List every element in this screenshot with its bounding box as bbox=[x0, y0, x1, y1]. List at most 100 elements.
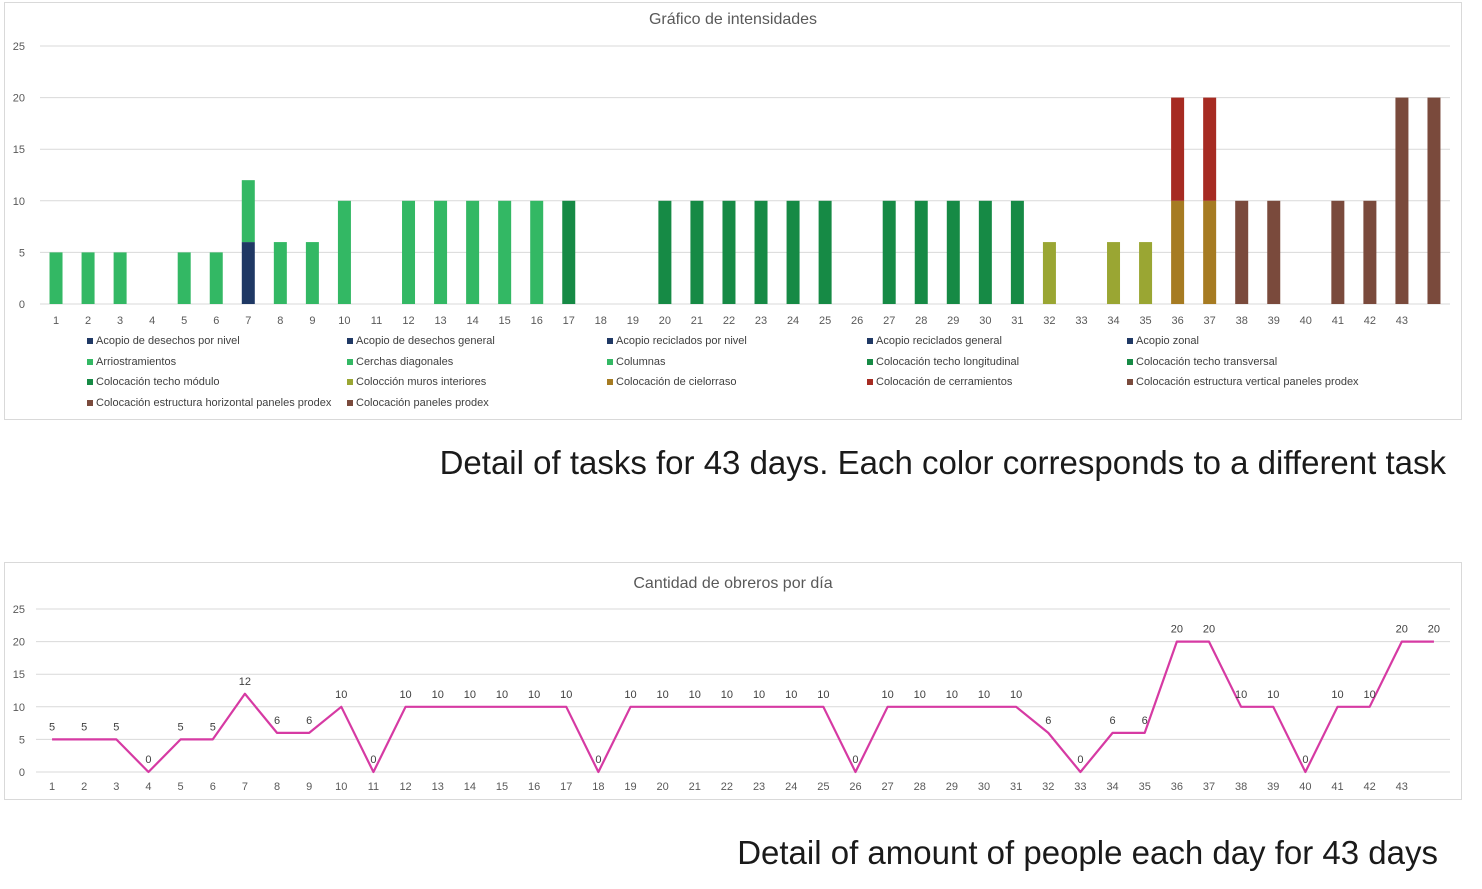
data-label: 10 bbox=[560, 689, 572, 701]
data-label: 10 bbox=[464, 689, 476, 701]
bar-segment bbox=[49, 252, 63, 304]
x-tick-label: 10 bbox=[338, 315, 350, 327]
x-tick-label: 31 bbox=[1010, 781, 1022, 793]
x-tick-label: 35 bbox=[1139, 781, 1151, 793]
y-tick-label: 10 bbox=[13, 702, 25, 714]
bar-segment bbox=[914, 200, 928, 304]
legend-label: Colocación techo transversal bbox=[1136, 355, 1278, 368]
x-tick-label: 25 bbox=[819, 315, 831, 327]
x-tick-label: 6 bbox=[210, 781, 216, 793]
y-tick-label: 15 bbox=[13, 144, 25, 156]
x-tick-label: 41 bbox=[1332, 315, 1344, 327]
data-label: 12 bbox=[239, 676, 251, 688]
legend-item: Acopio reciclados por nivel bbox=[607, 335, 747, 347]
legend-swatch bbox=[867, 358, 873, 365]
legend-item: Acopio de desechos por nivel bbox=[87, 335, 240, 347]
x-tick-label: 5 bbox=[178, 781, 184, 793]
bar-segment bbox=[1010, 200, 1024, 304]
bar-segment bbox=[946, 200, 960, 304]
x-tick-label: 4 bbox=[149, 315, 155, 327]
data-label: 0 bbox=[1302, 754, 1308, 766]
x-tick-label: 18 bbox=[592, 781, 604, 793]
bar-segment bbox=[402, 200, 416, 304]
x-tick-label: 1 bbox=[49, 781, 55, 793]
data-label: 10 bbox=[689, 689, 701, 701]
legend-swatch bbox=[867, 379, 873, 385]
legend-item: Colocación techo módulo bbox=[87, 376, 220, 388]
legend-swatch bbox=[87, 379, 93, 385]
x-tick-label: 20 bbox=[657, 781, 669, 793]
x-tick-label: 29 bbox=[947, 315, 959, 327]
data-label: 20 bbox=[1428, 624, 1440, 636]
x-tick-label: 11 bbox=[368, 781, 379, 793]
x-tick-label: 21 bbox=[691, 315, 703, 327]
legend-label: Cerchas diagonales bbox=[356, 355, 454, 368]
data-label: 20 bbox=[1396, 624, 1408, 636]
legend-item: Columnas bbox=[607, 356, 666, 368]
x-tick-label: 42 bbox=[1364, 315, 1376, 327]
data-label: 10 bbox=[657, 689, 669, 701]
legend-label: Colocación techo longitudinal bbox=[876, 355, 1020, 368]
x-tick-label: 14 bbox=[466, 315, 478, 327]
x-tick-label: 5 bbox=[181, 315, 187, 327]
y-tick-label: 25 bbox=[13, 41, 25, 53]
x-tick-label: 32 bbox=[1043, 315, 1055, 327]
data-label: 10 bbox=[881, 689, 893, 701]
y-tick-label: 20 bbox=[13, 93, 25, 105]
x-tick-label: 2 bbox=[85, 315, 91, 327]
x-tick-label: 40 bbox=[1299, 781, 1311, 793]
data-label: 10 bbox=[785, 689, 797, 701]
x-tick-label: 18 bbox=[595, 315, 607, 327]
data-label: 10 bbox=[335, 689, 347, 701]
legend-swatch bbox=[1127, 379, 1133, 385]
bar-segment bbox=[562, 200, 576, 304]
data-label: 10 bbox=[1010, 689, 1022, 701]
x-tick-label: 29 bbox=[946, 781, 958, 793]
bar-segment bbox=[1395, 97, 1409, 304]
legend-label: Acopio reciclados general bbox=[876, 335, 1002, 347]
x-tick-label: 30 bbox=[978, 781, 990, 793]
x-tick-label: 34 bbox=[1107, 315, 1119, 327]
legend-item: Colocación estructura horizontal paneles… bbox=[87, 397, 331, 409]
bar-segment bbox=[1171, 97, 1185, 201]
bar-segment bbox=[786, 200, 800, 304]
legend-swatch bbox=[347, 399, 353, 406]
x-tick-label: 39 bbox=[1267, 781, 1279, 793]
x-tick-label: 36 bbox=[1171, 315, 1183, 327]
x-tick-label: 8 bbox=[274, 781, 280, 793]
y-tick-label: 5 bbox=[19, 734, 25, 746]
x-tick-label: 35 bbox=[1139, 315, 1151, 327]
bar-segment bbox=[273, 242, 287, 304]
legend-item: Colocación de cielorraso bbox=[607, 376, 736, 388]
legend-item: Colocción muros interiores bbox=[347, 376, 486, 388]
y-tick-label: 0 bbox=[19, 767, 25, 779]
bar-segment bbox=[1203, 200, 1217, 304]
x-tick-label: 15 bbox=[499, 315, 511, 327]
legend-label: Colocación techo módulo bbox=[96, 376, 220, 388]
x-tick-label: 27 bbox=[883, 315, 895, 327]
bar-segment bbox=[434, 200, 448, 304]
x-tick-label: 30 bbox=[979, 315, 991, 327]
x-tick-label: 4 bbox=[145, 781, 151, 793]
legend-swatch bbox=[607, 379, 613, 385]
x-tick-label: 22 bbox=[721, 781, 733, 793]
x-tick-label: 17 bbox=[563, 315, 575, 327]
bar-segment bbox=[1363, 200, 1377, 304]
x-tick-label: 8 bbox=[277, 315, 283, 327]
data-label: 10 bbox=[914, 689, 926, 701]
x-tick-label: 25 bbox=[817, 781, 829, 793]
data-label: 20 bbox=[1203, 624, 1215, 636]
legend-swatch bbox=[607, 358, 613, 365]
bar-segment bbox=[754, 200, 768, 304]
data-label: 5 bbox=[81, 721, 87, 733]
data-label: 10 bbox=[496, 689, 508, 701]
bar-segment bbox=[722, 200, 736, 304]
x-tick-label: 43 bbox=[1396, 781, 1408, 793]
x-tick-label: 33 bbox=[1074, 781, 1086, 793]
bar-segment bbox=[113, 252, 127, 304]
y-tick-label: 0 bbox=[19, 299, 25, 311]
data-label: 10 bbox=[1364, 689, 1376, 701]
bar-segment bbox=[241, 180, 255, 243]
x-tick-label: 33 bbox=[1075, 315, 1087, 327]
data-label: 10 bbox=[399, 689, 411, 701]
